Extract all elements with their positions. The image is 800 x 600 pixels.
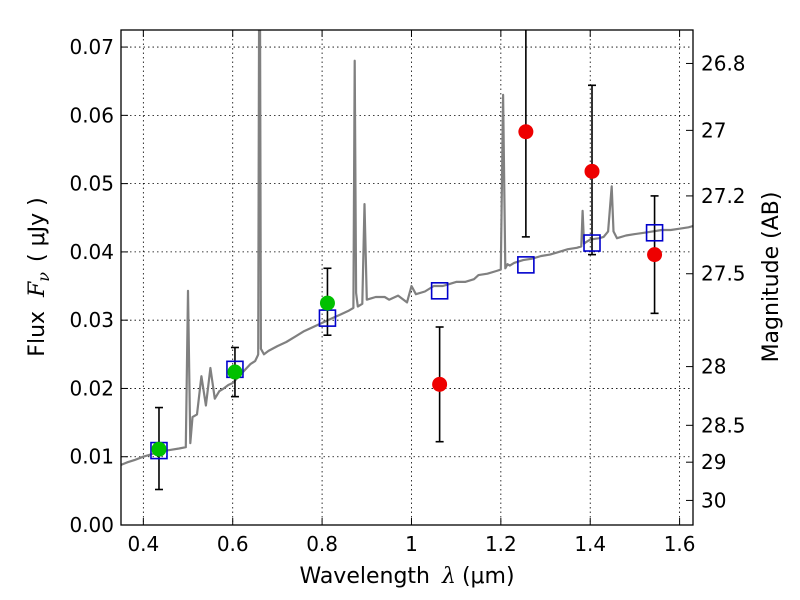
x-tick-label: 1.2 bbox=[485, 532, 517, 556]
y-axis-title-prefix: Flux bbox=[25, 311, 50, 357]
spectrum-line bbox=[121, 30, 693, 466]
y2-tick-label: 27.5 bbox=[701, 262, 746, 286]
y-tick-label: 0.01 bbox=[69, 445, 114, 469]
optical-photometry-point bbox=[151, 441, 167, 457]
x-tick-label: 1 bbox=[405, 532, 418, 556]
x-axis-title-prefix: Wavelength bbox=[299, 564, 430, 589]
y2-tick-label: 29 bbox=[701, 450, 726, 474]
optical-photometry-point bbox=[227, 364, 243, 380]
x-tick-label: 0.4 bbox=[127, 532, 159, 556]
optical-photometry-point bbox=[319, 295, 335, 311]
y-tick-label: 0.04 bbox=[69, 240, 114, 264]
y-axis-title-subscript: ν bbox=[34, 272, 53, 282]
plot-area bbox=[121, 30, 693, 491]
model-photometry-square bbox=[645, 223, 664, 242]
y2-tick-label: 30 bbox=[701, 488, 726, 512]
y-axis-title: Flux Fν ( μJy ) bbox=[25, 197, 53, 356]
nir-photometry-point bbox=[518, 124, 534, 140]
plot-frame bbox=[120, 29, 694, 526]
x-axis-title-symbol: λ bbox=[441, 564, 456, 589]
y-tick-label: 0.02 bbox=[69, 376, 114, 400]
model-photometry-square bbox=[583, 234, 601, 252]
y-tick-label: 0.03 bbox=[69, 308, 114, 332]
y2-tick-label: 26.8 bbox=[701, 51, 746, 75]
model-photometry-square bbox=[517, 256, 535, 274]
x-tick-label: 1.6 bbox=[664, 532, 696, 556]
nir-photometry-point bbox=[432, 376, 448, 392]
y2-tick-label: 28 bbox=[701, 355, 726, 379]
y-axis-title-symbol: F bbox=[25, 281, 50, 298]
x-tick-label: 1.4 bbox=[574, 532, 606, 556]
grid-lines bbox=[121, 30, 693, 526]
series-layer bbox=[121, 30, 693, 491]
y2-tick-label: 27 bbox=[701, 118, 726, 142]
nir-photometry-point bbox=[584, 163, 600, 179]
y2-axis-title: Magnitude (AB) bbox=[759, 192, 784, 363]
x-tick-label: 0.8 bbox=[306, 532, 338, 556]
y-tick-label: 0.07 bbox=[69, 35, 114, 59]
nir-photometry-point bbox=[647, 247, 663, 263]
y2-tick-label: 28.5 bbox=[701, 413, 746, 437]
y-tick-label: 0.06 bbox=[69, 103, 114, 127]
axis-ticks: 0.4 0.6 0.8 1 1.2 1.4 1.6 0.00 0.01 0.02 0.03 0.04 0… bbox=[69, 30, 746, 556]
x-axis-title: Wavelength λ (μm) bbox=[299, 564, 514, 589]
model-photometry-square bbox=[430, 282, 449, 300]
x-tick-label: 0.6 bbox=[217, 532, 249, 556]
y-tick-label: 0.05 bbox=[69, 172, 114, 196]
y-tick-label: 0.00 bbox=[69, 513, 114, 537]
y-axis-title-unit: ( μJy ) bbox=[25, 197, 50, 262]
x-axis-title-unit: (μm) bbox=[462, 564, 515, 589]
y2-tick-label: 27.2 bbox=[701, 184, 746, 208]
